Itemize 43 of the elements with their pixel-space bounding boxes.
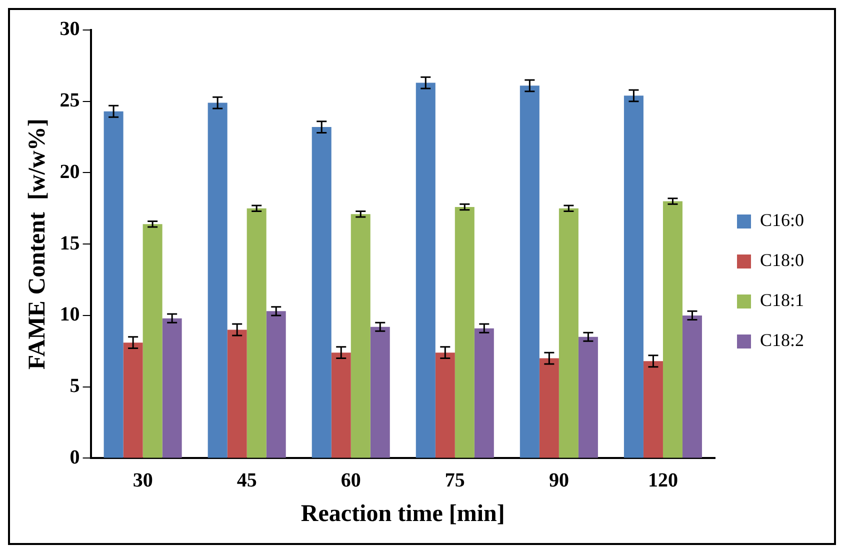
bar bbox=[539, 358, 559, 458]
bar bbox=[246, 208, 266, 458]
bar bbox=[142, 224, 162, 458]
x-tick-label: 45 bbox=[236, 469, 257, 492]
y-tick-label: 5 bbox=[70, 375, 80, 398]
bar bbox=[370, 326, 390, 458]
bar bbox=[331, 352, 351, 458]
legend-label: C18:2 bbox=[760, 330, 804, 350]
bar bbox=[350, 214, 370, 458]
bar bbox=[227, 330, 247, 458]
x-tick-label: 90 bbox=[548, 469, 569, 492]
x-tick-label: 75 bbox=[444, 469, 465, 492]
bar bbox=[520, 86, 540, 458]
x-tick-label: 60 bbox=[340, 469, 361, 492]
bar bbox=[643, 361, 663, 458]
bar bbox=[266, 311, 286, 458]
bar bbox=[208, 102, 228, 458]
x-tick-label: 120 bbox=[648, 469, 678, 492]
y-tick-label: 20 bbox=[60, 160, 80, 183]
x-axis-title: Reaction time [min] bbox=[300, 500, 505, 527]
bar bbox=[104, 111, 124, 458]
y-tick-label: 0 bbox=[70, 446, 80, 468]
bar bbox=[662, 201, 682, 458]
bar bbox=[123, 342, 143, 458]
bar bbox=[624, 96, 644, 458]
bar bbox=[416, 82, 436, 458]
bar bbox=[454, 206, 474, 458]
legend-label: C18:0 bbox=[760, 250, 804, 270]
bar bbox=[474, 328, 494, 458]
y-axis-title: FAME Content [w/w%] bbox=[24, 118, 51, 370]
legend-label: C16:0 bbox=[760, 210, 804, 230]
bar bbox=[682, 315, 702, 458]
bar bbox=[162, 318, 182, 458]
y-tick-label: 25 bbox=[60, 90, 80, 112]
bar bbox=[312, 127, 332, 458]
y-tick-label: 10 bbox=[60, 304, 80, 326]
y-tick-label: 15 bbox=[60, 232, 80, 254]
y-tick-label: 30 bbox=[60, 18, 80, 40]
bar bbox=[558, 208, 578, 458]
x-tick-label: 30 bbox=[132, 469, 153, 492]
bar bbox=[578, 336, 598, 458]
legend-label: C18:1 bbox=[760, 290, 804, 310]
bar bbox=[435, 352, 455, 458]
